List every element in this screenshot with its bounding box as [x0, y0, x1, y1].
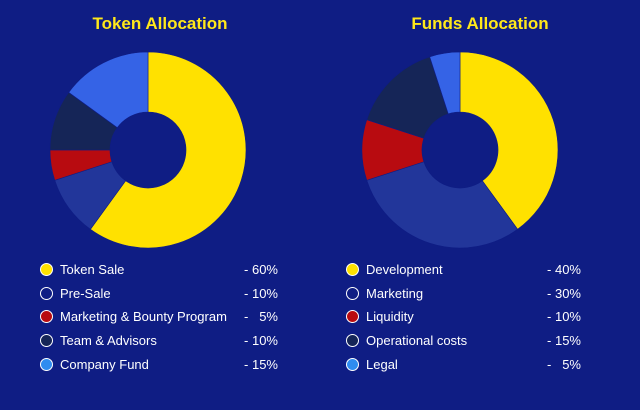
- legend-value: - 10%: [244, 333, 278, 349]
- legend-item: Liquidity - 10%: [344, 305, 581, 329]
- funds-allocation-panel: Funds Allocation Development - 40% Marke…: [320, 0, 640, 410]
- legend-label: Token Sale: [60, 262, 125, 277]
- token-allocation-donut: [49, 51, 247, 249]
- legend-value: - 10%: [244, 285, 278, 301]
- legend-value: - 40%: [547, 262, 581, 277]
- legend-item: Legal - 5%: [344, 353, 581, 377]
- funds-allocation-donut: [361, 51, 559, 249]
- legend-value: - 30%: [547, 285, 581, 301]
- legend-swatch: [346, 357, 359, 371]
- legend-swatch: [346, 334, 359, 348]
- legend-item: Pre-Sale - 10%: [38, 282, 278, 306]
- legend-swatch: [346, 310, 359, 324]
- legend-swatch: [40, 357, 53, 371]
- pie-slice: [429, 51, 461, 115]
- legend-item: Company Fund - 15%: [38, 353, 278, 377]
- legend-label: Marketing & Bounty Program: [60, 309, 227, 325]
- legend-item: Operational costs - 15%: [344, 329, 581, 353]
- legend-item: Development - 40%: [344, 258, 581, 282]
- legend-item: Marketing - 30%: [344, 282, 581, 306]
- legend-value: - 10%: [547, 309, 581, 325]
- legend-item: Team & Advisors - 10%: [38, 329, 278, 353]
- legend-swatch: [40, 286, 53, 300]
- pie-slice: [366, 56, 449, 139]
- legend-value: - 5%: [547, 356, 581, 372]
- token-allocation-legend: Token Sale - 60% Pre-Sale - 10% Marketin…: [38, 258, 278, 376]
- legend-label: Team & Advisors: [60, 333, 157, 349]
- pie-slice: [366, 161, 519, 249]
- legend-value: - 15%: [547, 333, 581, 349]
- legend-swatch: [346, 286, 359, 300]
- legend-label: Company Fund: [60, 356, 149, 372]
- legend-label: Liquidity: [366, 309, 414, 325]
- legend-swatch: [40, 263, 53, 276]
- legend-item: Token Sale - 60%: [38, 258, 278, 282]
- legend-swatch: [40, 310, 53, 324]
- pie-slice: [459, 51, 559, 230]
- legend-label: Pre-Sale: [60, 285, 111, 301]
- legend-label: Marketing: [366, 285, 424, 301]
- funds-allocation-legend: Development - 40% Marketing - 30% Liquid…: [344, 258, 581, 376]
- legend-swatch: [346, 263, 359, 276]
- pie-slice: [89, 51, 247, 249]
- legend-label: Legal: [366, 356, 398, 372]
- legend-swatch: [40, 334, 53, 348]
- pie-slice: [68, 51, 149, 129]
- legend-label: Development: [366, 262, 443, 277]
- chart-title: Funds Allocation: [411, 14, 549, 33]
- legend-label: Operational costs: [366, 333, 468, 349]
- legend-item: Marketing & Bounty Program - 5%: [38, 305, 278, 329]
- legend-value: - 5%: [244, 309, 278, 325]
- chart-title: Token Allocation: [92, 14, 228, 33]
- token-allocation-panel: Token Allocation Token Sale - 60% Pre-Sa…: [38, 14, 278, 376]
- legend-value: - 60%: [244, 262, 278, 277]
- legend-value: - 15%: [244, 356, 278, 372]
